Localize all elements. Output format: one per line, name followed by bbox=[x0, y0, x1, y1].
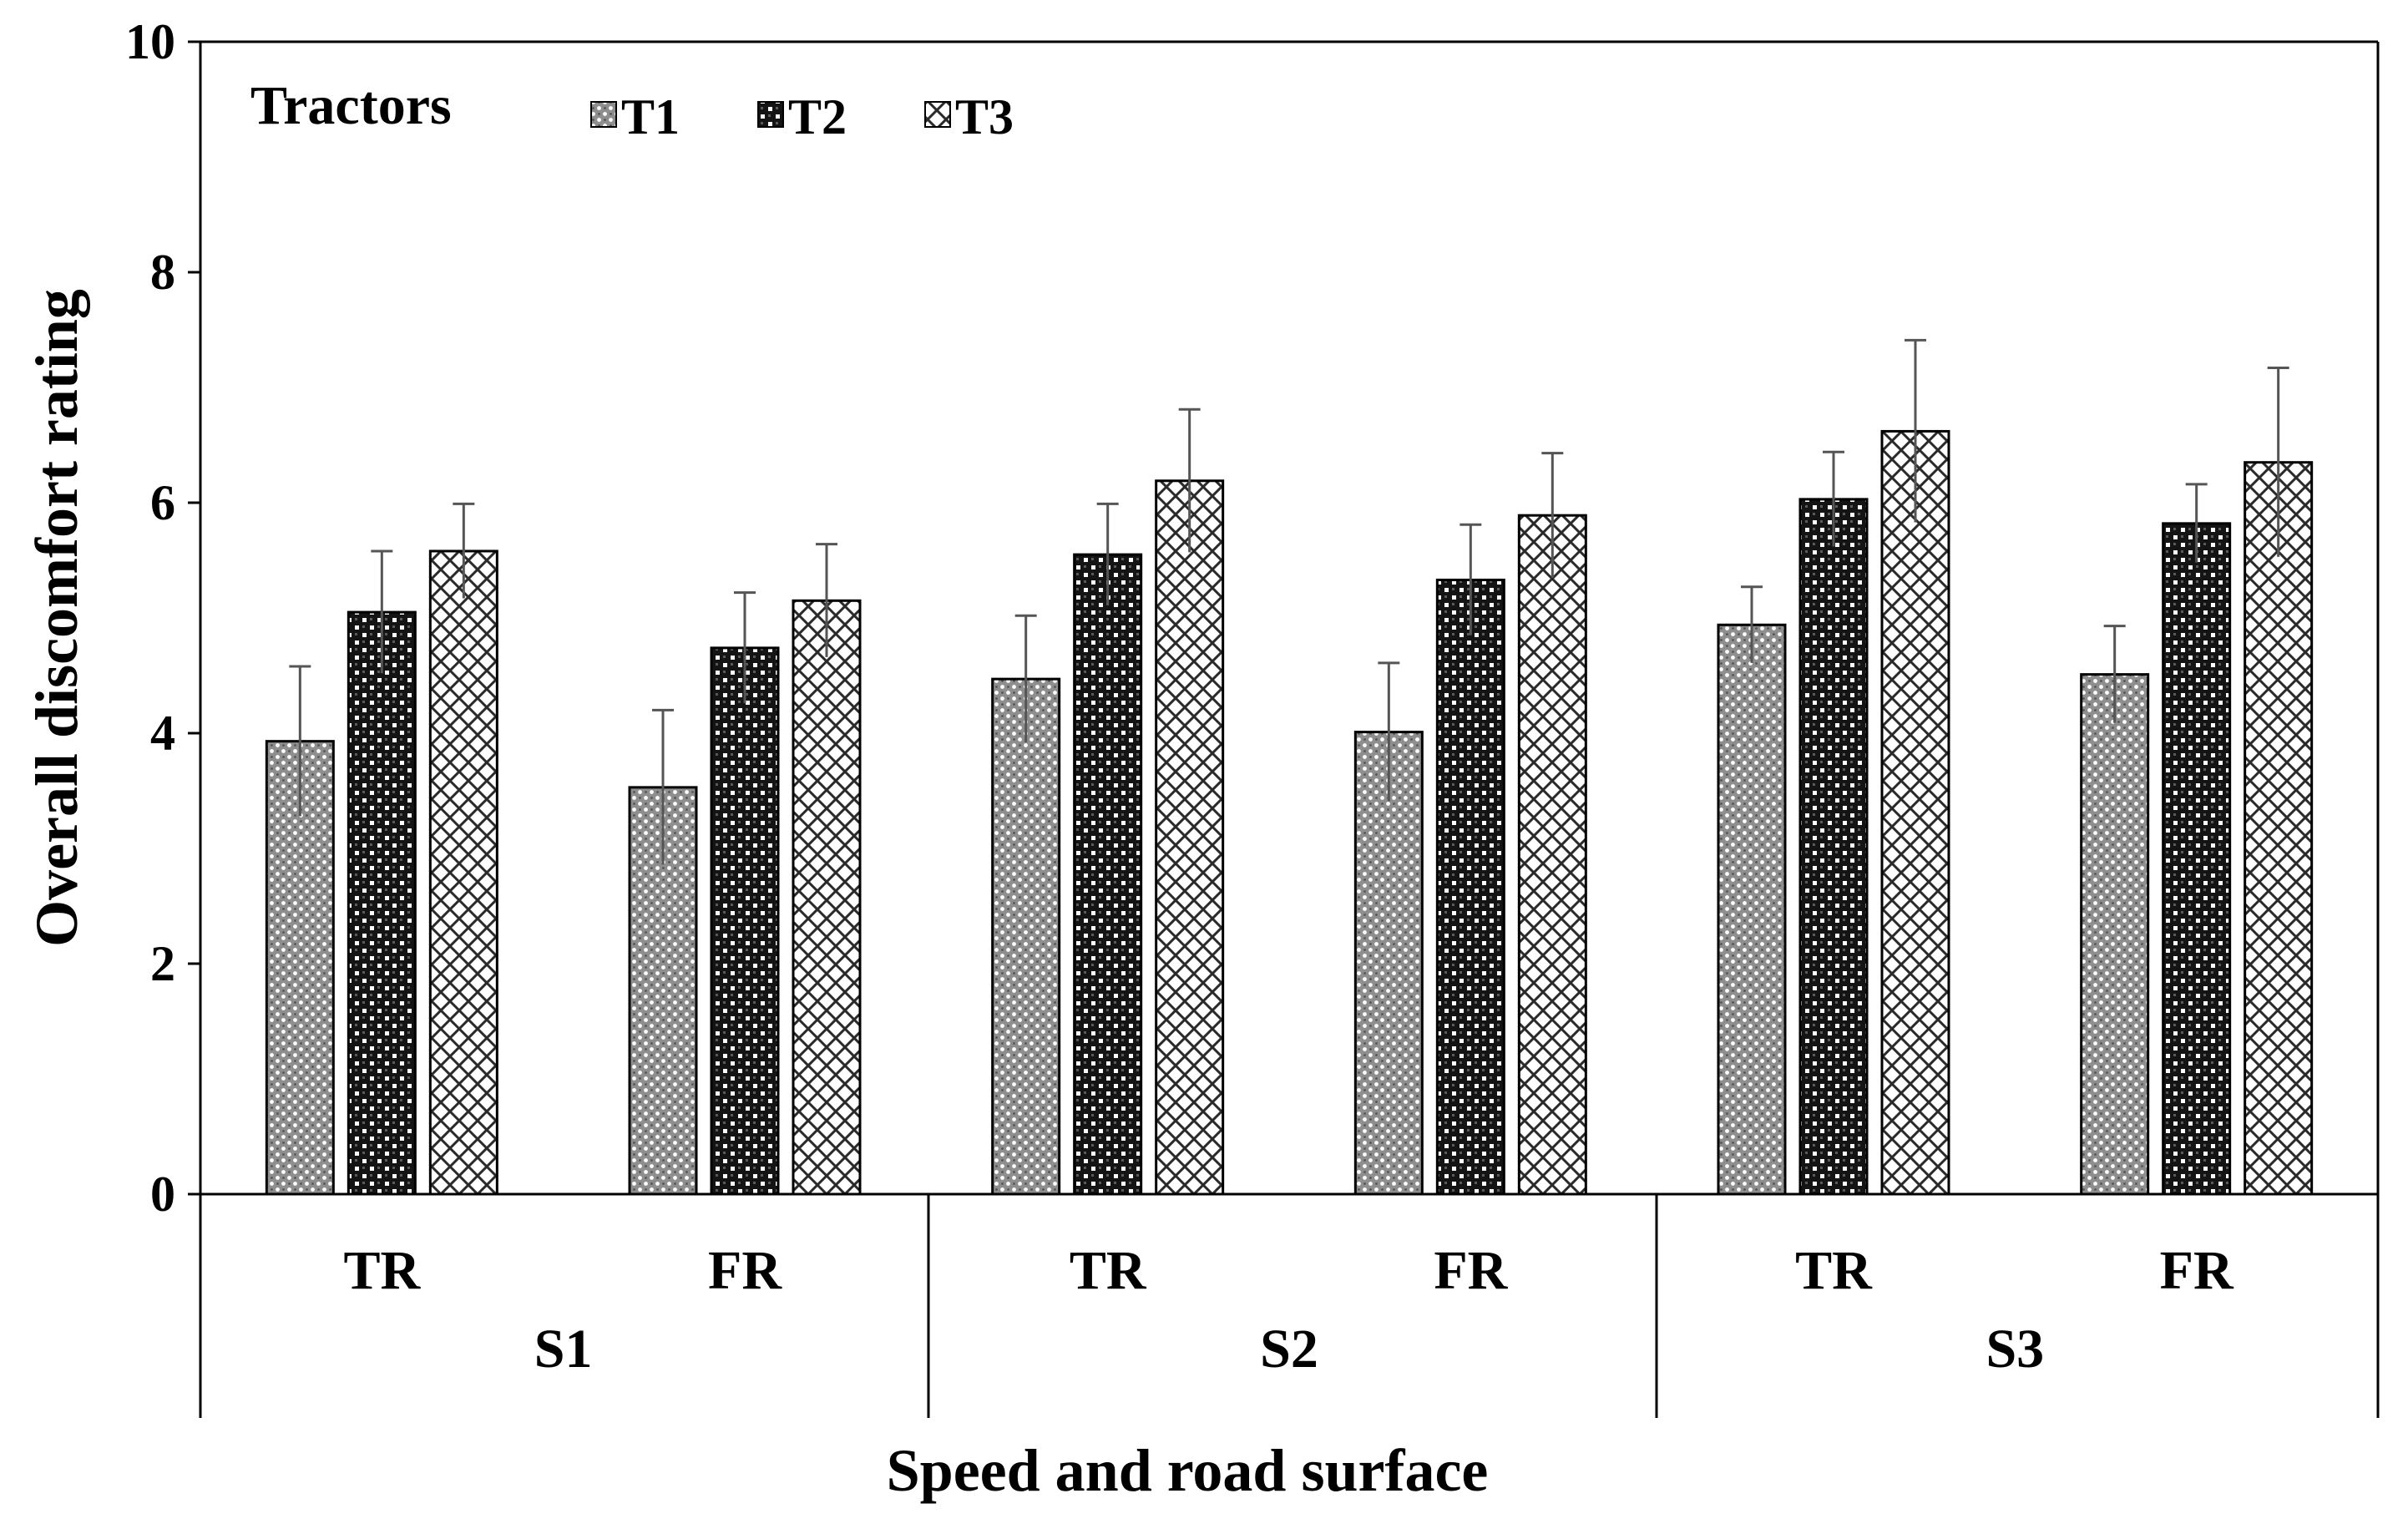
bar-t1-fr-6 bbox=[2080, 673, 2150, 1196]
y-tick-label: 4 bbox=[150, 706, 175, 761]
y-tick-label: 10 bbox=[125, 14, 175, 69]
bar-t2-fr-4 bbox=[1435, 578, 1505, 1196]
error-bars-layer bbox=[289, 338, 2289, 865]
group-labels: S1 S2 S3 bbox=[534, 1319, 2044, 1380]
legend-label-t3: T3 bbox=[955, 89, 1014, 144]
bar-t2-fr-6 bbox=[2162, 522, 2232, 1196]
x-axis-title: Speed and road surface bbox=[887, 1437, 1489, 1504]
category-label: FR bbox=[708, 1240, 782, 1301]
bar-t2-tr-1 bbox=[347, 610, 417, 1196]
bar-t2-fr-2 bbox=[710, 646, 780, 1196]
category-label: FR bbox=[1434, 1240, 1508, 1301]
bar-t3-tr-1 bbox=[428, 549, 498, 1196]
legend-swatch-t2 bbox=[757, 101, 784, 128]
legend-swatch-t3 bbox=[924, 101, 951, 128]
bar-t2-tr-3 bbox=[1073, 553, 1143, 1196]
bar-t3-tr-5 bbox=[1880, 429, 1950, 1196]
legend: Tractors T1 T2 T3 bbox=[250, 75, 1014, 144]
bars-layer bbox=[265, 429, 2314, 1196]
bar-t3-fr-4 bbox=[1517, 514, 1587, 1196]
y-axis-ticks: 0 2 4 6 8 10 bbox=[125, 14, 200, 1222]
y-tick-label: 6 bbox=[150, 475, 175, 530]
bar-t2-tr-5 bbox=[1798, 498, 1869, 1196]
category-label: TR bbox=[343, 1240, 421, 1301]
category-label: TR bbox=[1070, 1240, 1147, 1301]
bar-t3-fr-6 bbox=[2244, 461, 2314, 1196]
bar-t3-tr-3 bbox=[1155, 479, 1225, 1196]
category-labels: TR FR TR FR TR FR bbox=[343, 1240, 2234, 1301]
category-label: FR bbox=[2160, 1240, 2234, 1301]
y-axis-title: Overall discomfort rating bbox=[23, 289, 90, 947]
bar-t1-fr-4 bbox=[1353, 731, 1424, 1196]
legend-label-t1: T1 bbox=[621, 89, 680, 144]
legend-title: Tractors bbox=[250, 75, 452, 136]
category-label: TR bbox=[1795, 1240, 1873, 1301]
bar-t1-tr-3 bbox=[991, 677, 1061, 1196]
group-label: S3 bbox=[1986, 1319, 2044, 1380]
bar-t1-tr-5 bbox=[1717, 623, 1787, 1196]
group-label: S1 bbox=[534, 1319, 593, 1380]
bar-t3-fr-2 bbox=[792, 599, 862, 1196]
y-tick-label: 8 bbox=[150, 245, 175, 300]
y-tick-label: 2 bbox=[150, 936, 175, 991]
legend-swatch-t1 bbox=[590, 101, 617, 128]
y-tick-label: 0 bbox=[150, 1167, 175, 1222]
group-label: S2 bbox=[1260, 1319, 1318, 1380]
bar-t1-tr-1 bbox=[265, 740, 335, 1196]
legend-label-t2: T2 bbox=[788, 89, 847, 144]
